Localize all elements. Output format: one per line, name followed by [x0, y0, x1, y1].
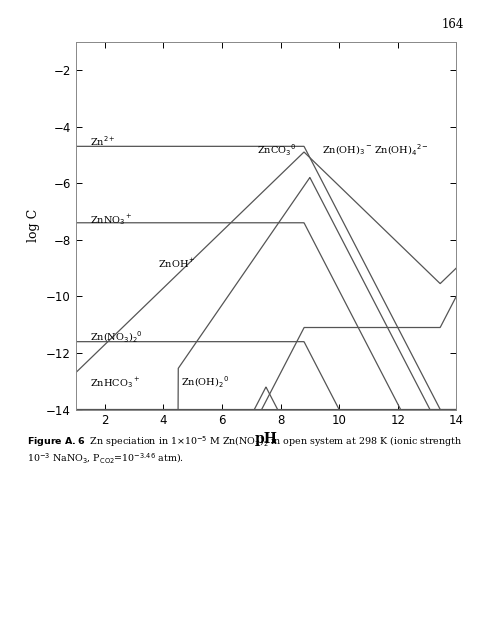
Text: Zn(OH)$_3$$^-$: Zn(OH)$_3$$^-$: [322, 144, 372, 157]
Text: ZnNO$_3$$^+$: ZnNO$_3$$^+$: [90, 212, 133, 227]
X-axis label: pH: pH: [255, 431, 277, 445]
Text: ZnHCO$_3$$^+$: ZnHCO$_3$$^+$: [90, 375, 141, 390]
Text: ZnCO$_3$$^0$: ZnCO$_3$$^0$: [257, 143, 296, 158]
Text: ZnOH$^+$: ZnOH$^+$: [158, 257, 196, 270]
Text: Zn(OH)$_2$$^0$: Zn(OH)$_2$$^0$: [181, 375, 229, 390]
Text: $\mathbf{Figure\ A.6}$  Zn speciation in 1$\times$10$^{-5}$ M Zn(NO$_3$)$_2$ in : $\mathbf{Figure\ A.6}$ Zn speciation in …: [27, 434, 462, 449]
Text: 10$^{-3}$ NaNO$_3$, P$_{\rm CO2}$=10$^{-3.46}$ atm).: 10$^{-3}$ NaNO$_3$, P$_{\rm CO2}$=10$^{-…: [27, 452, 183, 465]
Text: Zn(NO$_3$)$_2$$^0$: Zn(NO$_3$)$_2$$^0$: [90, 330, 143, 345]
Text: Zn$^{2+}$: Zn$^{2+}$: [90, 134, 116, 148]
Text: Zn(OH)$_4$$^{2-}$: Zn(OH)$_4$$^{2-}$: [374, 143, 429, 158]
Text: 164: 164: [441, 18, 464, 31]
Y-axis label: log C: log C: [27, 209, 41, 242]
